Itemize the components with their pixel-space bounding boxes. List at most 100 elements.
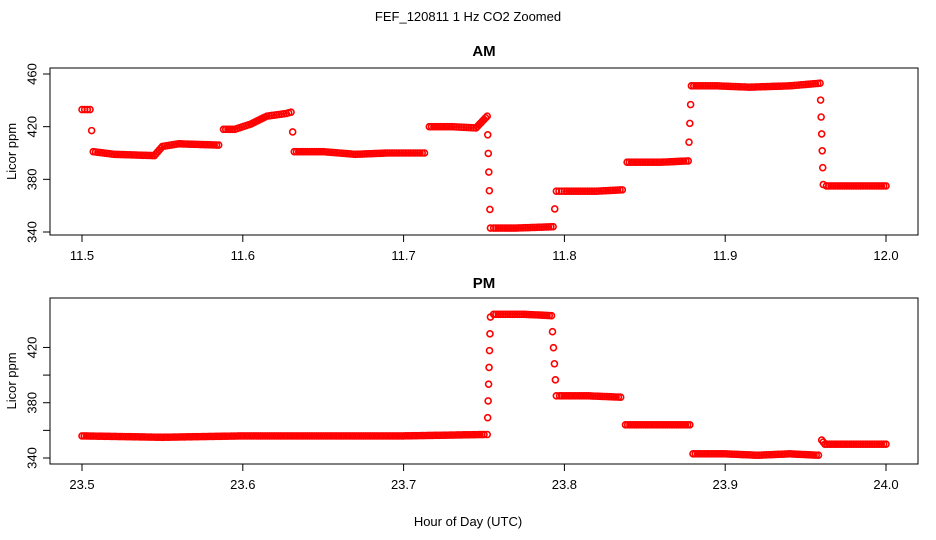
data-point	[814, 451, 823, 460]
data-point	[489, 310, 498, 319]
data-point	[694, 82, 703, 90]
data-point	[708, 82, 717, 90]
data-point	[506, 310, 514, 319]
x-tick-label: 23.5	[69, 477, 94, 492]
data-points	[78, 310, 890, 460]
data-point	[496, 310, 505, 319]
data-point	[692, 82, 700, 90]
data-point	[704, 82, 712, 90]
axis-ticks: 11.5 11.6 11.7 11.8 11.9 12.0 340 380 420 460	[24, 63, 898, 263]
y-tick-label: 380	[24, 168, 39, 190]
data-point	[485, 168, 493, 176]
data-point	[696, 82, 705, 90]
data-point	[817, 130, 826, 138]
data-point	[484, 380, 493, 388]
x-tick-label: 24.0	[873, 477, 898, 492]
data-point	[499, 310, 507, 319]
data-point	[549, 222, 557, 231]
data-point	[817, 113, 825, 121]
y-tick-label: 340	[24, 447, 39, 469]
data-point	[701, 82, 710, 90]
data-point	[711, 82, 719, 90]
data-point	[501, 310, 510, 319]
data-point	[288, 128, 297, 136]
data-point	[616, 393, 625, 402]
data-point	[550, 205, 559, 213]
data-point	[689, 82, 698, 90]
data-point	[686, 119, 694, 128]
x-tick-label: 23.9	[713, 477, 738, 492]
y-tick-label: 420	[24, 116, 39, 138]
data-point	[484, 397, 492, 405]
x-tick-label: 23.6	[230, 477, 255, 492]
y-tick-label: 340	[24, 221, 39, 243]
data-point	[483, 130, 492, 139]
y-axis-label: Licor ppm	[4, 123, 19, 180]
data-point	[557, 187, 566, 195]
data-point	[882, 440, 890, 448]
data-point	[818, 163, 827, 172]
data-point	[706, 82, 714, 90]
data-point	[486, 205, 494, 214]
data-point	[882, 182, 890, 190]
data-point	[687, 82, 696, 90]
data-point	[494, 310, 503, 319]
x-axis-label: Hour of Day (UTC)	[413, 514, 523, 529]
data-point	[816, 96, 825, 104]
data-point	[618, 186, 627, 194]
data-point	[86, 105, 94, 114]
data-point	[513, 310, 521, 319]
data-point	[483, 112, 492, 120]
data-point	[547, 311, 556, 320]
data-point	[483, 430, 492, 439]
data-point	[508, 310, 517, 319]
data-point	[684, 157, 693, 165]
data-point	[485, 186, 494, 195]
data-point	[686, 100, 695, 109]
y-tick-label: 460	[24, 63, 39, 85]
axis-ticks: 23.5 23.6 23.7 23.8 23.9 24.0 340 380 420	[24, 337, 898, 492]
x-tick-label: 12.0	[873, 248, 898, 263]
data-points	[78, 79, 890, 232]
panel-title: AM	[472, 43, 495, 60]
data-point	[548, 327, 557, 336]
x-tick-label: 11.8	[552, 248, 576, 263]
panel-am: AM Licor ppm 11.5 11.6 11.7 11.8 11.9 12.0 340…	[4, 43, 919, 263]
data-point	[287, 108, 295, 116]
x-tick-label: 11.9	[713, 248, 737, 263]
plot-frame	[49, 67, 919, 236]
data-point	[551, 375, 560, 384]
data-point	[686, 421, 694, 429]
data-point	[699, 82, 707, 90]
data-point	[510, 310, 519, 319]
data-point	[480, 430, 488, 439]
data-point	[816, 79, 824, 88]
data-point	[481, 114, 490, 122]
data-point	[214, 141, 223, 149]
panel-pm: PM Licor ppm 23.5 23.6 23.7 23.8 23.9 24.0 340…	[4, 275, 919, 492]
x-tick-label: 23.7	[391, 477, 416, 492]
data-point	[485, 346, 494, 355]
data-point	[420, 149, 429, 157]
data-point	[485, 363, 493, 372]
data-point	[492, 310, 500, 319]
data-point	[486, 330, 494, 338]
data-point	[87, 126, 96, 135]
data-point	[503, 310, 512, 319]
data-point	[550, 359, 559, 368]
data-point	[549, 343, 558, 352]
data-point	[685, 138, 693, 146]
x-tick-label: 23.8	[552, 477, 577, 492]
x-tick-label: 11.7	[391, 248, 415, 263]
figure-title: FEF_120811 1 Hz CO2 Zoomed	[374, 9, 562, 24]
x-tick-label: 11.6	[231, 248, 255, 263]
data-point	[483, 413, 492, 422]
panel-title: PM	[473, 275, 496, 292]
data-point	[818, 147, 827, 155]
y-axis-label: Licor ppm	[4, 352, 19, 409]
data-point	[515, 310, 524, 319]
data-point	[484, 149, 493, 158]
x-tick-label: 11.5	[70, 248, 94, 263]
data-point	[83, 105, 92, 114]
